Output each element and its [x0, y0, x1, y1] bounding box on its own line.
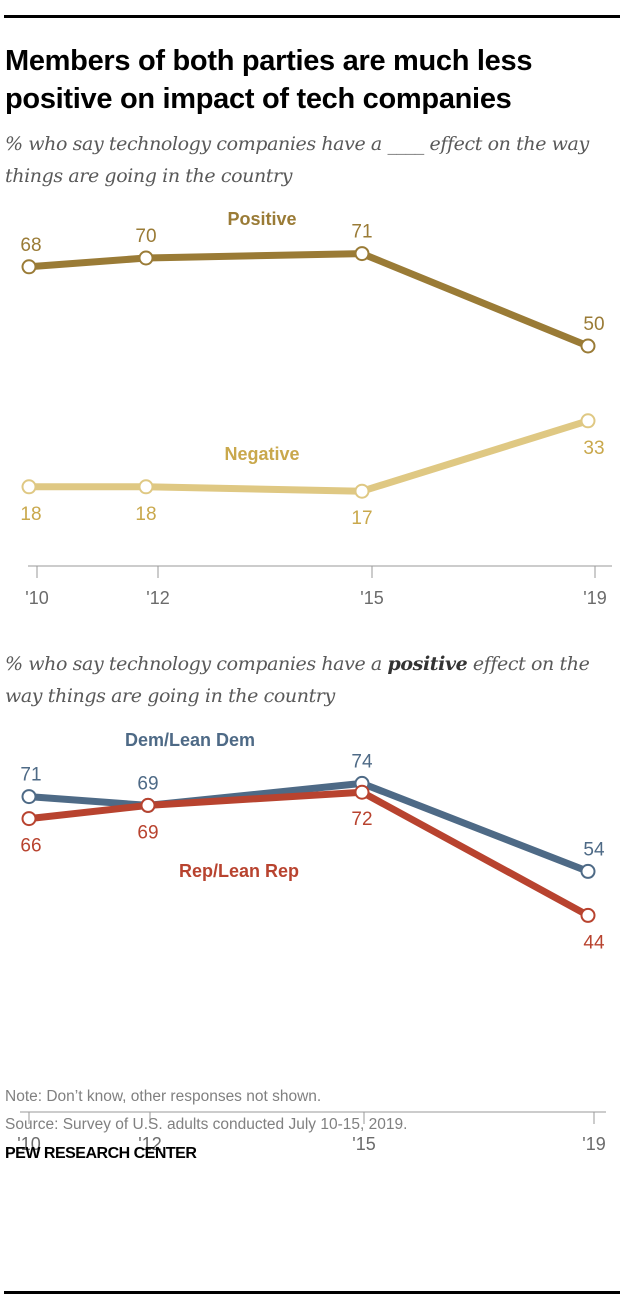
- brand-label: PEW RESEARCH CENTER: [5, 1145, 197, 1162]
- data-label: 18: [135, 504, 156, 525]
- chart2-subtitle-post: effect on the way things are going in th…: [5, 653, 590, 707]
- chart-title: Members of both parties are much less po…: [5, 45, 533, 115]
- data-point: [21, 259, 37, 275]
- series-line-rep-lean-rep: [25, 788, 592, 919]
- data-label: 50: [583, 314, 604, 335]
- data-label: 71: [351, 222, 372, 243]
- data-point: [21, 811, 37, 827]
- data-label: 44: [583, 932, 605, 953]
- note-text: Note: Don’t know, other responses not sh…: [5, 1088, 322, 1105]
- data-label: 69: [137, 822, 158, 843]
- data-point: [580, 863, 596, 879]
- data-point: [580, 413, 596, 429]
- x-tick-label: '12: [146, 588, 169, 608]
- bottom-rule: [4, 1291, 620, 1294]
- chart2-plot: '10 '12 '15 '19 71 69 74 54 66 69 72 44 Dem/Lean Dem…: [17, 730, 606, 1154]
- chart2-subtitle-bold: positive: [387, 653, 468, 675]
- series-name-label: Rep/Lean Rep: [179, 861, 299, 881]
- data-label: 72: [351, 809, 372, 830]
- data-label: 54: [583, 839, 605, 860]
- data-point: [580, 907, 596, 923]
- series-line-dem-lean-dem: [25, 779, 592, 875]
- source-text: Source: Survey of U.S. adults conducted …: [5, 1116, 408, 1133]
- data-point: [354, 483, 370, 499]
- series-line-negative: [25, 417, 592, 495]
- data-label: 66: [20, 836, 41, 857]
- top-rule: [4, 15, 620, 18]
- data-label: 68: [20, 235, 41, 256]
- x-tick-label: '12: [138, 1134, 161, 1154]
- data-point: [138, 479, 154, 495]
- data-point: [354, 784, 370, 800]
- data-label: 18: [20, 504, 41, 525]
- series-name-label: Positive: [227, 209, 296, 229]
- data-label: 74: [351, 751, 373, 772]
- chart2-subtitle-pre: % who say technology companies have a: [5, 653, 388, 675]
- data-label: 17: [351, 508, 372, 529]
- series-name-label: Dem/Lean Dem: [125, 730, 255, 750]
- chart1-subtitle: % who say technology companies have a __…: [5, 133, 589, 187]
- x-tick-label: '15: [360, 588, 383, 608]
- chart2-subtitle: % who say technology companies have a po…: [5, 648, 615, 712]
- data-point: [580, 338, 596, 354]
- data-label: 69: [137, 773, 158, 794]
- x-tick-label: '19: [583, 588, 606, 608]
- data-point: [21, 479, 37, 495]
- data-point: [354, 246, 370, 262]
- x-tick-label: '19: [582, 1134, 605, 1154]
- data-point: [140, 797, 156, 813]
- data-point: [138, 250, 154, 266]
- series-name-label: Negative: [224, 444, 299, 464]
- data-label: 70: [135, 226, 156, 247]
- data-point: [21, 789, 37, 805]
- data-label: 71: [20, 765, 41, 786]
- x-tick-label: '10: [25, 588, 48, 608]
- x-tick-label: '10: [17, 1134, 40, 1154]
- data-label: 33: [583, 438, 604, 459]
- x-tick-label: '15: [352, 1134, 375, 1154]
- series-line-positive: [25, 250, 592, 350]
- chart1-plot: '10 '12 '15 '19 68 70 71 50 18 18 17 33 Positive Nega…: [20, 209, 612, 608]
